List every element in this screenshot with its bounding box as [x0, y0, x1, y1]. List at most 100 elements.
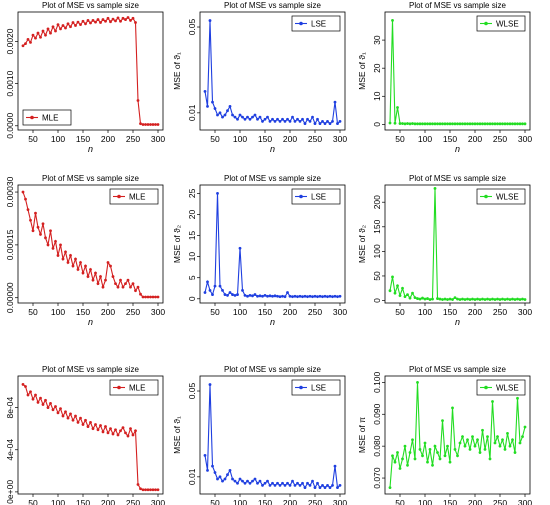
data-point: [388, 121, 392, 125]
data-point: [218, 111, 222, 115]
data-point: [271, 294, 274, 298]
y-tick-label: 30: [372, 35, 382, 45]
data-point: [206, 469, 209, 472]
data-point: [66, 261, 70, 264]
data-point: [208, 19, 212, 22]
data-point: [271, 481, 274, 485]
y-tick-label: 5: [187, 275, 197, 280]
x-axis-label: n: [88, 317, 93, 327]
data-point: [513, 451, 517, 454]
data-point: [24, 385, 27, 388]
series-line: [204, 384, 341, 489]
legend-box: [476, 379, 526, 396]
data-point: [273, 294, 277, 298]
y-tick-label: 0.00000: [5, 282, 15, 313]
legend-label: LSE: [311, 193, 326, 202]
y-tick-label: 0.01: [187, 104, 197, 121]
data-point: [36, 225, 40, 229]
x-tick-label: 250: [493, 134, 507, 144]
data-point: [398, 467, 402, 470]
data-point: [488, 457, 492, 461]
legend-box: [476, 188, 526, 205]
legend-marker: [484, 21, 488, 26]
data-point: [146, 488, 150, 492]
data-point: [311, 295, 314, 299]
data-point: [49, 31, 52, 35]
data-point: [308, 484, 312, 487]
data-point: [61, 24, 65, 27]
data-point: [311, 115, 314, 119]
data-point: [154, 295, 157, 299]
data-point: [94, 423, 97, 426]
x-tick-label: 150: [76, 307, 90, 317]
data-point: [318, 122, 322, 125]
data-point: [291, 115, 294, 119]
data-point: [39, 35, 42, 39]
data-point: [36, 400, 40, 404]
data-point: [96, 282, 100, 286]
x-tick-label: 50: [395, 134, 405, 144]
data-point: [256, 117, 259, 121]
data-point: [253, 113, 257, 117]
data-point: [446, 122, 449, 126]
data-point: [493, 122, 497, 126]
y-tick-label: 25: [187, 188, 197, 198]
data-point: [141, 123, 145, 126]
y-axis-label: MSE of ϑ₂: [172, 225, 182, 263]
plot-panel-9: Plot of MSE vs sample size 50 100 150 200 250…: [357, 365, 532, 505]
data-point: [431, 297, 434, 301]
x-tick-label: 50: [210, 498, 220, 505]
data-point: [328, 122, 332, 125]
legend-marker: [299, 194, 303, 199]
data-point: [258, 479, 262, 483]
series-line: [22, 16, 158, 126]
data-point: [61, 414, 65, 418]
data-point: [503, 122, 507, 126]
data-point: [71, 21, 75, 24]
data-point: [46, 406, 50, 410]
x-tick-label: 200: [468, 307, 482, 317]
data-point: [273, 120, 277, 123]
data-point: [468, 298, 472, 301]
data-point: [296, 295, 299, 299]
data-point: [208, 288, 212, 292]
data-point: [518, 298, 522, 301]
data-point: [251, 294, 254, 298]
data-point: [29, 218, 32, 222]
x-axis-label: n: [455, 317, 460, 327]
data-point: [321, 484, 324, 487]
data-point: [453, 447, 457, 451]
data-point: [333, 464, 337, 468]
data-point: [146, 295, 150, 299]
data-point: [303, 486, 307, 489]
data-point: [513, 298, 517, 301]
data-point: [453, 296, 457, 299]
data-point: [203, 453, 207, 457]
data-point: [41, 403, 45, 406]
data-point: [451, 122, 454, 126]
data-point: [316, 295, 319, 299]
data-point: [283, 484, 287, 487]
y-tick-label: 50: [372, 271, 382, 281]
data-point: [438, 122, 442, 126]
data-point: [461, 297, 464, 301]
data-point: [501, 297, 504, 301]
data-point: [493, 298, 497, 301]
data-point: [203, 89, 207, 93]
data-point: [496, 122, 499, 126]
data-point: [236, 293, 239, 296]
data-point: [473, 444, 477, 448]
data-point: [336, 486, 339, 489]
data-point: [336, 122, 339, 125]
data-point: [226, 473, 229, 477]
data-point: [124, 431, 127, 435]
data-point: [471, 297, 474, 301]
data-point: [263, 294, 267, 297]
data-point: [256, 481, 259, 485]
data-point: [478, 122, 482, 126]
x-tick-label: 200: [283, 307, 297, 317]
data-point: [76, 420, 80, 424]
data-point: [69, 25, 72, 29]
data-point: [286, 481, 289, 485]
